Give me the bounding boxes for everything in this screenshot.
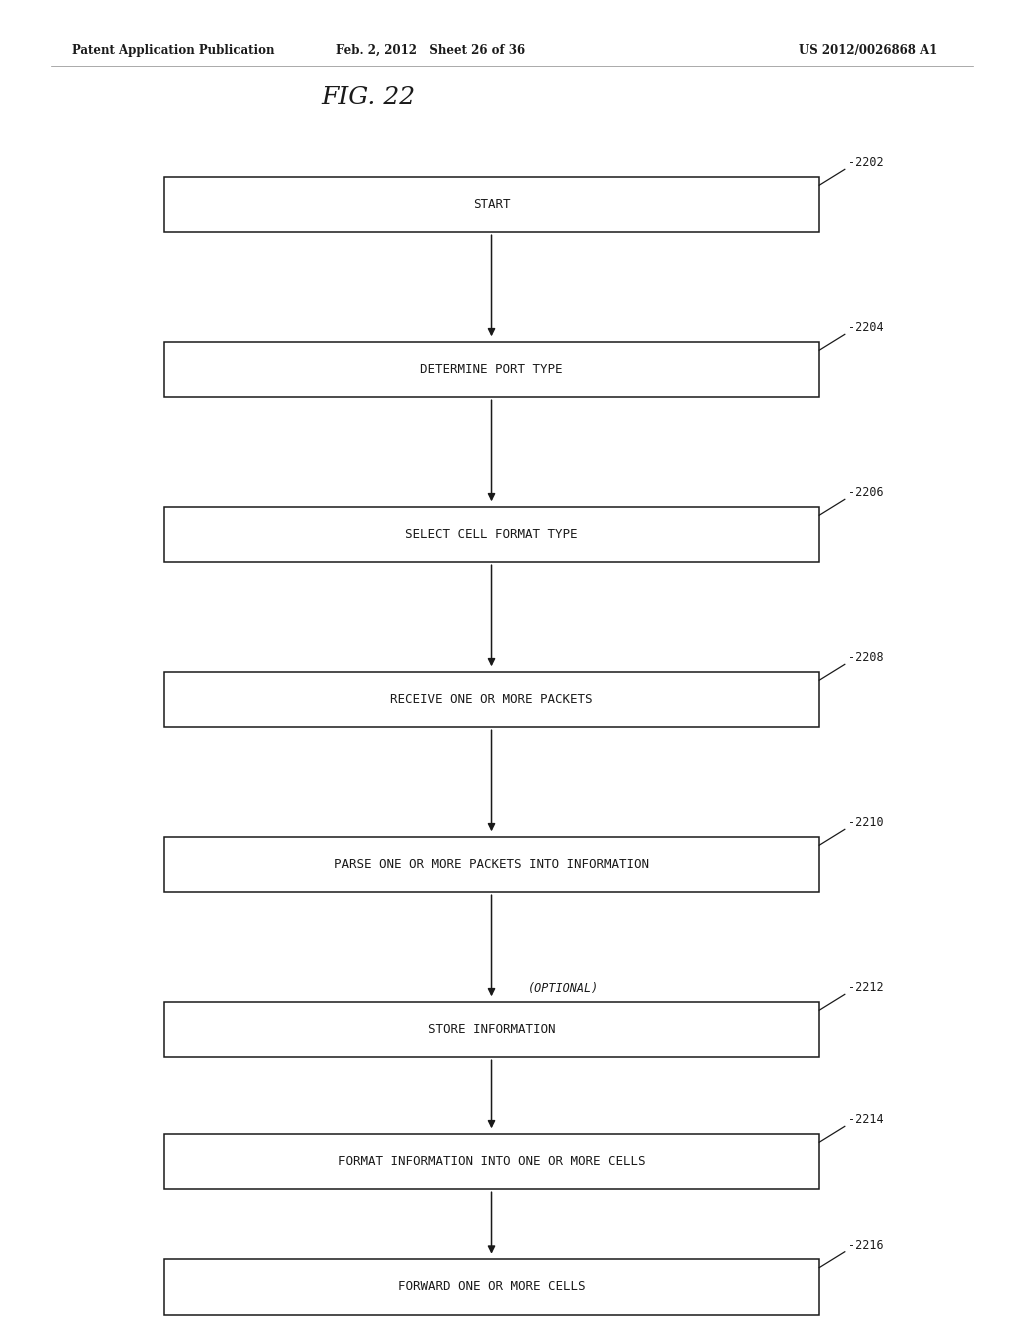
- Text: (OPTIONAL): (OPTIONAL): [527, 982, 599, 995]
- Text: -2210: -2210: [848, 816, 884, 829]
- Text: FORWARD ONE OR MORE CELLS: FORWARD ONE OR MORE CELLS: [397, 1280, 586, 1294]
- Text: RECEIVE ONE OR MORE PACKETS: RECEIVE ONE OR MORE PACKETS: [390, 693, 593, 706]
- Text: -2206: -2206: [848, 486, 884, 499]
- Bar: [164, 507, 819, 562]
- Bar: [164, 342, 819, 397]
- Bar: [164, 1134, 819, 1189]
- Text: START: START: [473, 198, 510, 211]
- Text: DETERMINE PORT TYPE: DETERMINE PORT TYPE: [420, 363, 563, 376]
- Text: -2202: -2202: [848, 156, 884, 169]
- Bar: [164, 177, 819, 232]
- Text: -2208: -2208: [848, 651, 884, 664]
- Text: -2212: -2212: [848, 981, 884, 994]
- Bar: [164, 1259, 819, 1315]
- Text: PARSE ONE OR MORE PACKETS INTO INFORMATION: PARSE ONE OR MORE PACKETS INTO INFORMATI…: [334, 858, 649, 871]
- Bar: [164, 1002, 819, 1057]
- Text: -2216: -2216: [848, 1238, 884, 1251]
- Text: FORMAT INFORMATION INTO ONE OR MORE CELLS: FORMAT INFORMATION INTO ONE OR MORE CELL…: [338, 1155, 645, 1168]
- Text: -2214: -2214: [848, 1113, 884, 1126]
- Text: US 2012/0026868 A1: US 2012/0026868 A1: [799, 44, 937, 57]
- Text: Feb. 2, 2012   Sheet 26 of 36: Feb. 2, 2012 Sheet 26 of 36: [336, 44, 524, 57]
- Text: -2204: -2204: [848, 321, 884, 334]
- Text: FIG. 22: FIG. 22: [322, 86, 416, 108]
- Text: STORE INFORMATION: STORE INFORMATION: [428, 1023, 555, 1036]
- Bar: [164, 837, 819, 892]
- Text: SELECT CELL FORMAT TYPE: SELECT CELL FORMAT TYPE: [406, 528, 578, 541]
- Bar: [164, 672, 819, 727]
- Text: Patent Application Publication: Patent Application Publication: [72, 44, 274, 57]
